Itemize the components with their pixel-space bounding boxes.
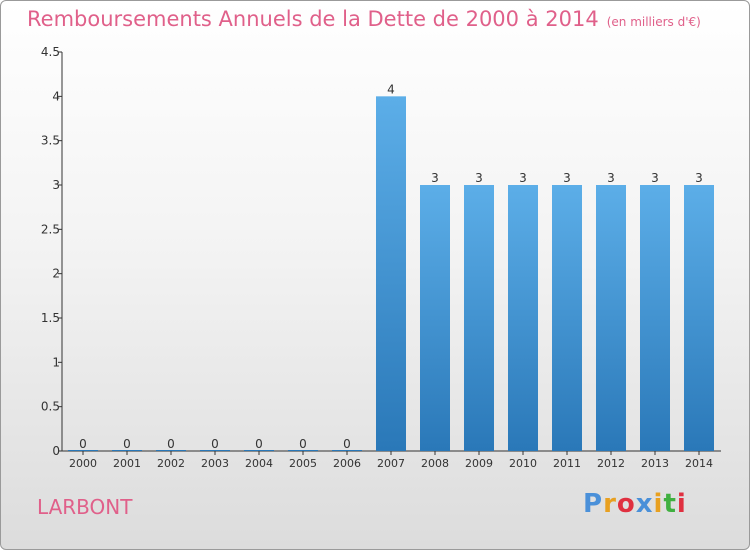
bar-2005 [288, 450, 318, 451]
y-tick-label: 2 [52, 267, 60, 281]
data-label-2007: 4 [387, 82, 395, 96]
x-tick-label-2005: 2005 [289, 457, 317, 470]
x-tick-label-2014: 2014 [685, 457, 713, 470]
logo-letter: P [583, 489, 604, 519]
logo-letter: i [653, 489, 664, 519]
y-tick-label: 1 [52, 355, 60, 369]
x-tick-label-2004: 2004 [245, 457, 273, 470]
y-tick-label: 0.5 [41, 400, 60, 414]
y-tick-label: 0 [52, 444, 60, 458]
y-tick-label: 3.5 [41, 134, 60, 148]
data-label-2013: 3 [651, 171, 659, 185]
x-tick-label-2010: 2010 [509, 457, 537, 470]
x-tick-label-2007: 2007 [377, 457, 405, 470]
data-label-2001: 0 [123, 437, 131, 451]
data-label-2011: 3 [563, 171, 571, 185]
chart-unit: (en milliers d'€) [606, 15, 701, 29]
data-label-2003: 0 [211, 437, 219, 451]
logo-letter: r [603, 489, 617, 519]
bar-2014 [684, 185, 714, 451]
y-tick-label: 1.5 [41, 311, 60, 325]
data-label-2012: 3 [607, 171, 615, 185]
data-label-2000: 0 [79, 437, 87, 451]
x-tick-label-2002: 2002 [157, 457, 185, 470]
bar-2012 [596, 185, 626, 451]
bar-2013 [640, 185, 670, 451]
x-tick-label-2013: 2013 [641, 457, 669, 470]
chart-title-text: Remboursements Annuels de la Dette de 20… [27, 7, 599, 31]
data-label-2005: 0 [299, 437, 307, 451]
y-tick-label: 4 [52, 89, 60, 103]
bar-2010 [508, 185, 538, 451]
x-tick-label-2011: 2011 [553, 457, 581, 470]
x-tick-label-2001: 2001 [113, 457, 141, 470]
logo-letter: t [663, 489, 677, 519]
y-tick-label: 2.5 [41, 222, 60, 236]
y-tick-label: 3 [52, 178, 60, 192]
bar-2009 [464, 185, 494, 451]
bar-2001 [112, 450, 142, 451]
x-tick-label-2000: 2000 [69, 457, 97, 470]
bar-2004 [244, 450, 274, 451]
data-label-2008: 3 [431, 171, 439, 185]
data-label-2014: 3 [695, 171, 703, 185]
bar-2002 [156, 450, 186, 451]
data-label-2002: 0 [167, 437, 175, 451]
bar-2007 [376, 96, 406, 451]
bar-2006 [332, 450, 362, 451]
x-tick-label-2012: 2012 [597, 457, 625, 470]
data-label-2009: 3 [475, 171, 483, 185]
bar-2011 [552, 185, 582, 451]
logo-letter: x [635, 489, 654, 519]
commune-name: LARBONT [37, 495, 133, 519]
proxiti-logo: Proxiti [583, 489, 687, 519]
bar-2000 [68, 450, 98, 451]
data-label-2010: 3 [519, 171, 527, 185]
x-tick-label-2006: 2006 [333, 457, 361, 470]
data-label-2004: 0 [255, 437, 263, 451]
y-tick-label: 4.5 [41, 45, 60, 59]
x-tick-label-2008: 2008 [421, 457, 449, 470]
bar-2003 [200, 450, 230, 451]
data-label-2006: 0 [343, 437, 351, 451]
logo-letter: o [616, 489, 636, 519]
x-tick-label-2003: 2003 [201, 457, 229, 470]
x-tick-label-2009: 2009 [465, 457, 493, 470]
logo-letter: i [676, 489, 687, 519]
chart-title: Remboursements Annuels de la Dette de 20… [27, 7, 701, 31]
bar-2008 [420, 185, 450, 451]
